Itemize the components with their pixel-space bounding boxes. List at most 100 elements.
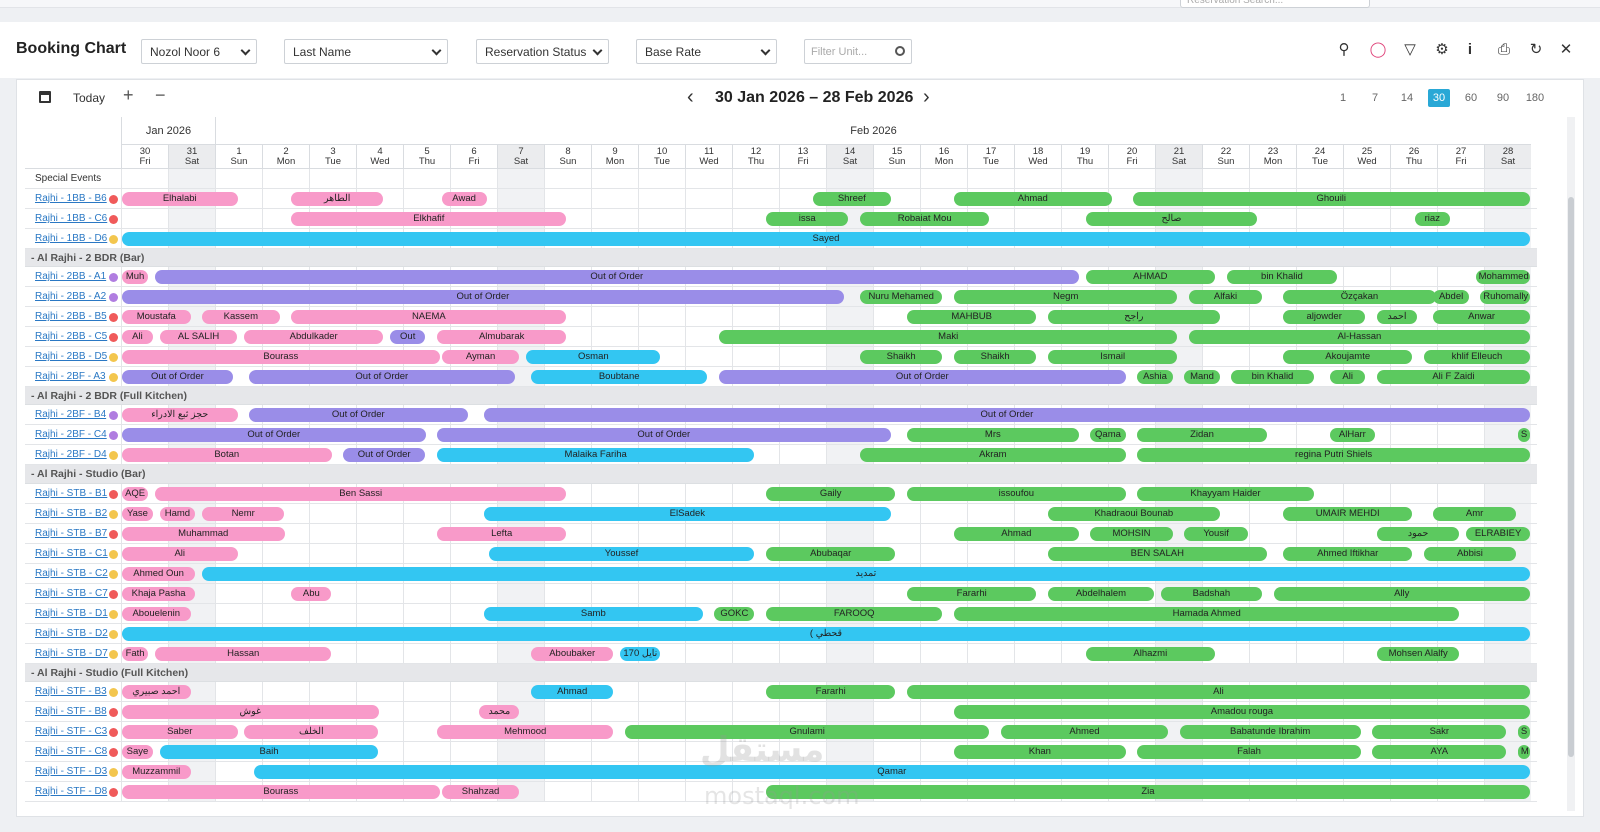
filter-icon[interactable]: ▽ xyxy=(1404,41,1416,58)
reservation-bar[interactable]: Mrs xyxy=(906,428,1079,443)
unit-link[interactable]: Rajhi - STB - D1 xyxy=(35,607,108,619)
reservation-bar[interactable]: Ruhomally xyxy=(1480,290,1530,305)
reservation-bar[interactable]: Zia xyxy=(765,784,1530,799)
reservation-bar[interactable]: aljowder xyxy=(1282,310,1366,325)
reservation-bar[interactable]: احمد صبيري xyxy=(122,684,191,699)
reservation-bar[interactable]: Saber xyxy=(122,724,238,739)
day-column[interactable] xyxy=(1014,169,1061,802)
refresh-icon[interactable]: ↻ xyxy=(1529,41,1543,58)
day-column[interactable] xyxy=(215,169,262,802)
reservation-bar[interactable]: Yase xyxy=(122,506,153,521)
unit-link[interactable]: Rajhi - 2BB - A1 xyxy=(35,271,107,283)
unit-link[interactable]: Rajhi - 1BB - D6 xyxy=(35,233,108,244)
unit-link[interactable]: Rajhi - STB - C7 xyxy=(35,587,108,599)
unit-link[interactable]: Rajhi - 2BF - B4 xyxy=(35,409,107,421)
reservation-bar[interactable]: Samb xyxy=(483,606,703,621)
day-column[interactable] xyxy=(262,169,309,802)
pin-icon[interactable]: ⚲ xyxy=(1338,41,1350,58)
vertical-scrollbar[interactable] xyxy=(1567,117,1575,811)
span-option-1[interactable]: 1 xyxy=(1339,92,1347,104)
day-column[interactable] xyxy=(309,169,356,802)
span-option-14[interactable]: 14 xyxy=(1400,92,1414,104)
unit-link[interactable]: Rajhi - STF - D3 xyxy=(35,765,108,777)
reservation-bar[interactable]: Awad xyxy=(441,192,487,206)
reservation-bar[interactable]: bin Khalid xyxy=(1231,370,1314,385)
reservation-bar[interactable]: Sakr xyxy=(1372,724,1507,739)
unit-group-header[interactable]: - Al Rajhi - Studio (Bar) xyxy=(25,465,1537,484)
reservation-bar[interactable]: riaz xyxy=(1414,212,1451,226)
day-column[interactable] xyxy=(1249,169,1296,802)
reservation-bar[interactable]: Ahmed Iftikhar xyxy=(1282,546,1413,561)
day-column[interactable] xyxy=(779,169,826,802)
next-range-button[interactable]: › xyxy=(923,86,930,108)
reservation-bar[interactable]: Out of Order xyxy=(248,408,468,423)
reservation-bar[interactable]: Mohammed xyxy=(1475,270,1530,285)
day-column[interactable] xyxy=(121,169,168,802)
reservation-bar[interactable]: Out of Order xyxy=(122,428,426,443)
comment-icon[interactable]: ◯ xyxy=(1369,41,1387,58)
reservation-bar[interactable]: khlif Elleuch xyxy=(1423,350,1530,365)
reservation-bar[interactable]: Babatunde Ibrahim xyxy=(1179,724,1361,739)
reservation-bar[interactable]: Muh xyxy=(122,270,149,285)
reservation-bar[interactable]: Ahmad xyxy=(953,192,1112,206)
reservation-bar[interactable]: Out of Order xyxy=(436,428,891,443)
reservation-bar[interactable]: Out of Order xyxy=(483,408,1530,423)
span-option-90[interactable]: 90 xyxy=(1496,92,1510,104)
reservation-bar[interactable]: Khayyam Haider xyxy=(1137,486,1314,501)
reservation-bar[interactable]: غوش xyxy=(122,704,379,719)
reservation-bar[interactable]: Yousif xyxy=(1184,526,1248,541)
reservation-bar[interactable]: Negm xyxy=(953,290,1178,305)
day-column[interactable] xyxy=(920,169,967,802)
reservation-bar[interactable]: Osman xyxy=(526,350,661,365)
reservation-bar[interactable]: Out of Order xyxy=(342,448,426,463)
reservation-bar[interactable]: Kassem xyxy=(201,310,280,325)
reservation-bar[interactable]: Ally xyxy=(1273,586,1530,601)
reservation-bar[interactable]: Gnulami xyxy=(624,724,990,739)
reservation-bar[interactable]: حجز ثبع الادراء xyxy=(122,408,238,423)
reservation-bar[interactable]: Botan xyxy=(122,448,332,463)
reservation-bar[interactable]: MAHBUB xyxy=(906,310,1037,325)
reservation-bar[interactable]: Bourass xyxy=(122,784,440,799)
unit-link[interactable]: Rajhi - 2BF - A3 xyxy=(35,371,106,383)
reservation-bar[interactable]: Elkhafif xyxy=(291,212,567,226)
unit-link[interactable]: Rajhi - STB - D7 xyxy=(35,647,108,659)
day-column[interactable] xyxy=(403,169,450,802)
reservation-bar[interactable]: Muzzammil xyxy=(122,764,191,779)
reservation-bar[interactable]: Baih xyxy=(159,744,379,759)
reservation-bar[interactable]: Ali xyxy=(906,684,1530,699)
reservation-bar[interactable]: Bourass xyxy=(122,350,440,365)
unit-link[interactable]: Rajhi - 2BF - D4 xyxy=(35,449,107,461)
day-column[interactable] xyxy=(1061,169,1108,802)
reservation-bar[interactable]: Fath xyxy=(122,646,149,661)
property-select[interactable]: Nozol Noor 6 xyxy=(141,39,257,64)
reservation-bar[interactable]: Out xyxy=(389,330,426,345)
unit-link[interactable]: Rajhi - STB - B7 xyxy=(35,527,108,539)
reservation-bar[interactable]: Ali xyxy=(122,546,238,561)
reservation-search-input[interactable]: Reservation Search... xyxy=(1180,0,1370,8)
rate-select[interactable]: Base Rate xyxy=(636,39,777,64)
reservation-bar[interactable]: Abdulkader xyxy=(244,330,384,345)
unit-link[interactable]: Rajhi - STB - B2 xyxy=(35,507,108,519)
reservation-bar[interactable]: Shaikh xyxy=(953,350,1037,365)
reservation-bar[interactable]: Nemr xyxy=(201,506,285,521)
reservation-bar[interactable]: الطاهر xyxy=(291,192,384,206)
span-option-30[interactable]: 30 xyxy=(1428,89,1450,107)
unit-link[interactable]: Rajhi - STB - B1 xyxy=(35,487,108,499)
reservation-bar[interactable]: Ali F Zaidi xyxy=(1376,370,1530,385)
reservation-bar[interactable]: Ismail xyxy=(1047,350,1178,365)
reservation-bar[interactable]: محمد xyxy=(479,704,520,719)
reservation-bar[interactable]: Ghouili xyxy=(1132,192,1530,206)
reservation-bar[interactable]: Shahzad xyxy=(441,784,520,799)
reservation-bar[interactable]: Out of Order xyxy=(122,290,844,305)
unit-link[interactable]: Rajhi - 2BF - C4 xyxy=(35,429,107,441)
close-icon[interactable]: ✕ xyxy=(1559,41,1573,58)
reservation-bar[interactable]: GOKC xyxy=(714,606,755,621)
unit-link[interactable]: Rajhi - 2BB - A2 xyxy=(35,291,107,303)
reservation-bar[interactable]: Abbisi xyxy=(1423,546,1516,561)
unit-link[interactable]: Rajhi - STF - C8 xyxy=(35,745,108,757)
reservation-bar[interactable]: راجح xyxy=(1047,310,1220,325)
reservation-bar[interactable]: Qamar xyxy=(253,764,1530,779)
reservation-bar[interactable]: S xyxy=(1517,724,1530,739)
unit-group-header[interactable]: - Al Rajhi - Studio (Full Kitchen) xyxy=(25,663,1537,682)
reservation-bar[interactable]: Alfaki xyxy=(1188,290,1263,305)
